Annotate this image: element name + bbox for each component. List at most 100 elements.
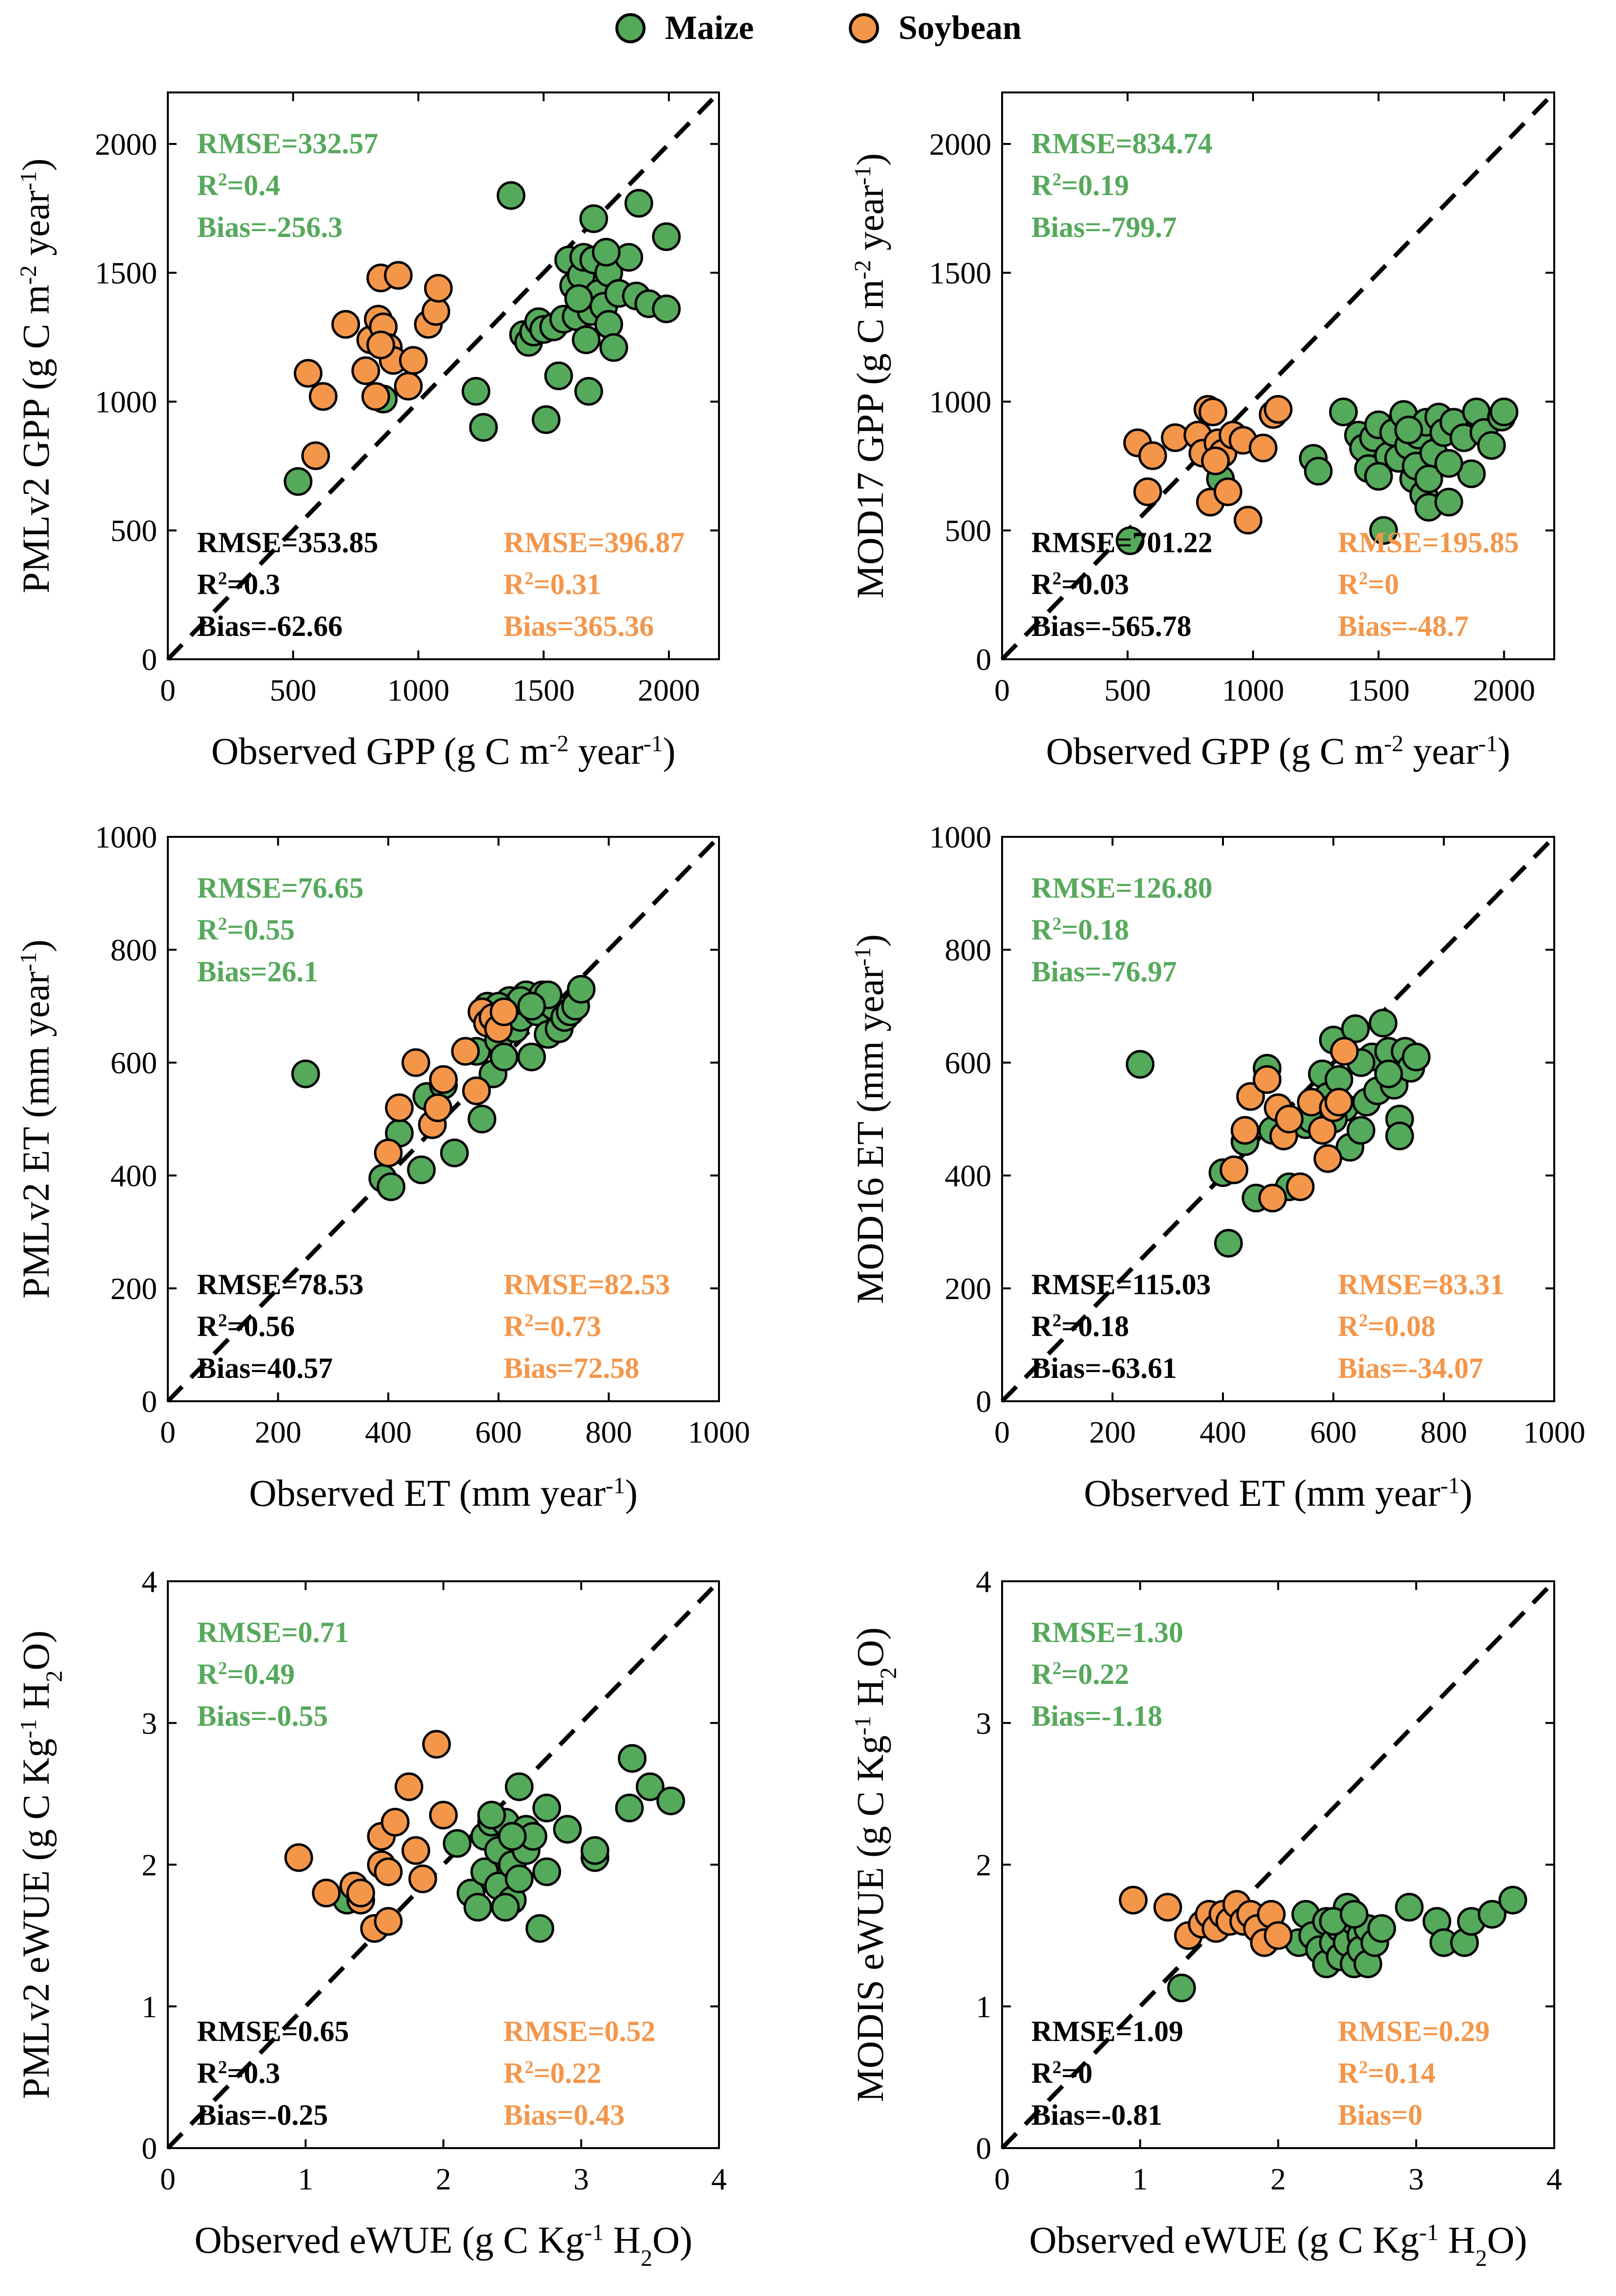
x-axis-label: Observed ET (mm year-1) xyxy=(1084,1472,1472,1514)
maize-point xyxy=(592,237,621,267)
maize-point xyxy=(443,1829,472,1858)
maize-point xyxy=(291,1059,320,1088)
soybean-point xyxy=(1201,446,1230,475)
legend: Maize Soybean xyxy=(0,9,1616,62)
stats-soybean-line: RMSE=82.53 xyxy=(503,1268,670,1301)
stats-maize-line: Bias=-1.18 xyxy=(1031,1700,1162,1732)
stats-overall-line: Bias=-62.66 xyxy=(197,610,342,642)
x-tick-label: 0 xyxy=(994,673,1010,707)
stats-soybean-line: RMSE=195.85 xyxy=(1338,526,1519,559)
soybean-point xyxy=(346,1879,376,1908)
stats-overall-line: R2=0.3 xyxy=(197,2057,280,2089)
y-axis-label: PMLv2 eWUE (g C Kg-1 H2O) xyxy=(15,1630,67,2099)
maize-point xyxy=(1401,1042,1431,1071)
soybean-point xyxy=(1330,1037,1359,1066)
soybean-point xyxy=(399,346,428,375)
maize-point xyxy=(1395,1893,1424,1922)
soybean-point xyxy=(1264,1921,1293,1950)
panel-1: 0 500 1000 1500 2000 0 500 1000 1500 2000 Observed… xyxy=(15,90,721,772)
maize-point xyxy=(463,1893,492,1922)
x-tick-label: 1 xyxy=(298,2162,313,2196)
soybean-point xyxy=(1198,398,1227,427)
x-axis-label: Observed GPP (g C m-2 year-1) xyxy=(1046,730,1510,772)
maize-point xyxy=(1214,1229,1243,1258)
legend-item-soybean: Soybean xyxy=(849,9,1022,48)
legend-label-maize: Maize xyxy=(665,9,754,47)
maize-point xyxy=(1340,1899,1369,1929)
x-tick-label: 800 xyxy=(1420,1415,1467,1449)
y-tick-label: 1500 xyxy=(95,256,157,290)
maize-point xyxy=(504,1772,534,1801)
maize-point xyxy=(544,362,573,390)
soybean-point xyxy=(424,273,453,303)
maize-point xyxy=(567,975,596,1004)
maize-point xyxy=(1167,1973,1196,2003)
soybean-point xyxy=(429,1801,458,1830)
x-tick-label: 2000 xyxy=(638,673,700,707)
x-tick-label: 2 xyxy=(436,2162,451,2196)
x-tick-label: 1000 xyxy=(387,673,449,707)
y-tick-label: 800 xyxy=(945,933,991,967)
maize-point xyxy=(574,377,603,406)
stats-maize-line: RMSE=0.71 xyxy=(197,1616,349,1648)
maize-point xyxy=(624,189,653,218)
y-tick-label: 500 xyxy=(945,513,991,548)
y-tick-label: 0 xyxy=(976,1384,991,1419)
stats-soybean-line: Bias=0 xyxy=(1338,2099,1422,2131)
y-tick-label: 0 xyxy=(142,2131,157,2166)
stats-overall-line: Bias=-565.78 xyxy=(1031,610,1191,642)
soybean-point xyxy=(374,1139,403,1168)
x-tick-label: 0 xyxy=(160,1415,176,1449)
maize-point xyxy=(1304,456,1333,486)
soybean-point xyxy=(451,1037,480,1066)
soybean-point xyxy=(395,1772,424,1801)
y-axis-label: MODIS eWUE (g C Kg-1 H2O) xyxy=(849,1627,901,2102)
y-tick-label: 500 xyxy=(110,513,157,548)
x-tick-label: 3 xyxy=(574,2162,589,2196)
y-tick-label: 4 xyxy=(142,1564,157,1599)
stats-soybean-line: R2=0.14 xyxy=(1338,2057,1436,2089)
y-tick-label: 400 xyxy=(110,1158,157,1193)
axes-box xyxy=(1001,836,1555,1402)
x-tick-label: 4 xyxy=(1546,2162,1562,2196)
x-tick-label: 0 xyxy=(160,673,176,707)
maize-point xyxy=(652,222,681,252)
soybean-point xyxy=(489,997,519,1027)
stats-soybean-line: Bias=-48.7 xyxy=(1338,610,1469,642)
soybean-point xyxy=(1308,1116,1337,1145)
soybean-point xyxy=(429,1065,458,1094)
x-tick-label: 1000 xyxy=(688,1415,750,1449)
stats-overall-line: Bias=40.57 xyxy=(197,1352,333,1384)
stats-soybean-line: Bias=365.36 xyxy=(503,610,654,642)
axes-box xyxy=(167,836,720,1402)
legend-marker-soybean xyxy=(849,13,879,43)
y-axis-label: MOD17 GPP (g C m-2 year-1) xyxy=(849,153,891,599)
soybean-point xyxy=(1133,477,1162,506)
stats-soybean-line: Bias=72.58 xyxy=(503,1352,639,1384)
stats-maize-line: RMSE=834.74 xyxy=(1031,127,1213,160)
x-tick-label: 400 xyxy=(1200,1415,1246,1449)
maize-point xyxy=(1341,1014,1370,1043)
stats-soybean-line: Bias=-34.07 xyxy=(1338,1352,1483,1384)
soybean-point xyxy=(1264,395,1293,424)
stats-maize-line: RMSE=76.65 xyxy=(197,872,364,904)
x-tick-label: 600 xyxy=(475,1415,522,1449)
stats-overall-line: RMSE=78.53 xyxy=(197,1268,364,1301)
stats-soybean-line: R2=0.31 xyxy=(503,568,601,600)
y-tick-label: 2 xyxy=(976,1848,991,1882)
stats-maize-line: Bias=26.1 xyxy=(197,956,318,988)
stats-maize-line: RMSE=126.80 xyxy=(1031,872,1213,904)
soybean-point xyxy=(401,1048,431,1077)
maize-point xyxy=(467,1104,497,1134)
y-tick-label: 1500 xyxy=(929,256,991,290)
maize-point xyxy=(1115,526,1145,555)
stats-maize-line: R2=0.49 xyxy=(197,1658,295,1690)
y-tick-label: 200 xyxy=(945,1271,991,1306)
stats-maize-line: R2=0.4 xyxy=(197,169,280,201)
soybean-point xyxy=(374,1857,403,1886)
soybean-point xyxy=(1236,1082,1265,1111)
soybean-point xyxy=(385,1093,414,1122)
y-tick-label: 1000 xyxy=(929,384,991,419)
maize-point xyxy=(1369,516,1398,545)
soybean-point xyxy=(408,1864,437,1894)
